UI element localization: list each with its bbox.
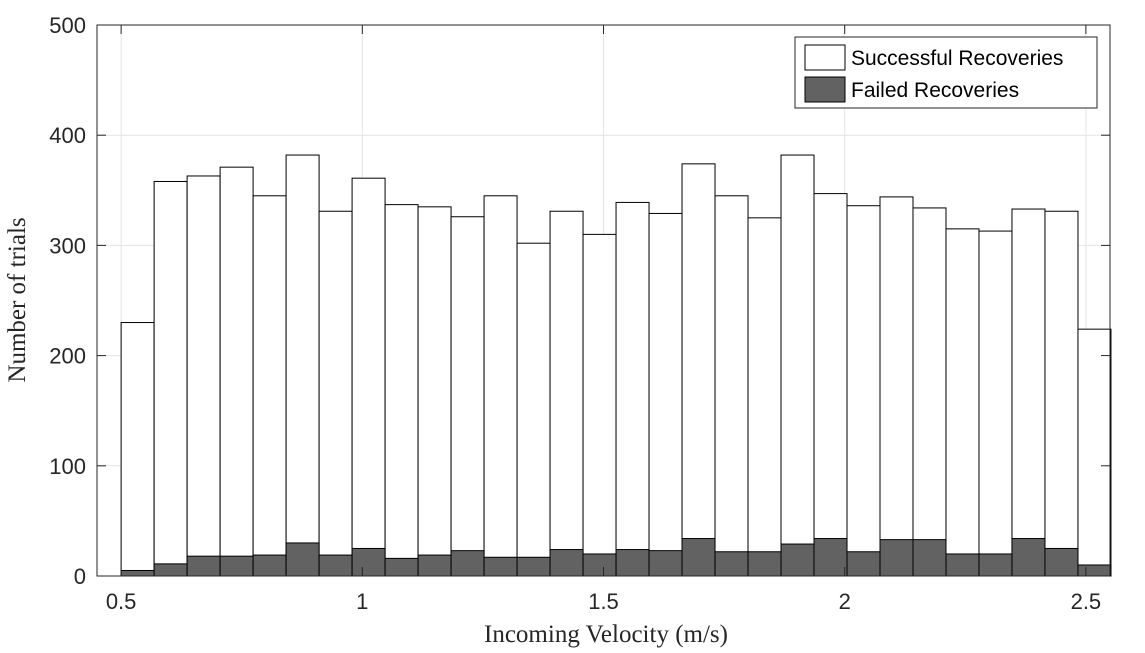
successful-bar [516, 242, 551, 577]
failed-bar [252, 554, 287, 577]
failed-bar [219, 555, 254, 577]
successful-bar [285, 154, 320, 577]
failed-bar [648, 550, 683, 577]
failed-bar [615, 549, 650, 577]
x-tick-label: 2.5 [1071, 589, 1102, 614]
successful-bar [351, 177, 386, 577]
failed-bar [978, 553, 1013, 577]
bars-group [120, 154, 1112, 577]
failed-bar [747, 551, 782, 577]
x-tick-label: 1.5 [588, 589, 619, 614]
y-tick-label: 500 [49, 13, 86, 38]
x-tick-label: 0.5 [106, 589, 137, 614]
failed-bar [912, 539, 947, 577]
y-tick-label: 200 [49, 344, 86, 369]
failed-bar [549, 549, 584, 577]
failed-bar [285, 542, 320, 577]
failed-bar [681, 538, 716, 577]
successful-bar [648, 212, 683, 577]
failed-bar [1044, 547, 1079, 577]
successful-bar [417, 206, 452, 577]
failed-bar [450, 550, 485, 577]
successful-bar [483, 195, 518, 577]
successful-bar [912, 207, 947, 577]
y-tick-label: 0 [74, 564, 86, 589]
successful-bar [615, 201, 650, 577]
failed-bar [945, 553, 980, 577]
successful-bar [153, 180, 188, 577]
legend-swatch-successful [804, 44, 846, 71]
successful-bar [780, 154, 815, 577]
y-tick-label: 400 [49, 123, 86, 148]
legend-label-successful: Successful Recoveries [851, 47, 1063, 70]
y-tick-label: 100 [49, 454, 86, 479]
successful-bar [582, 233, 617, 577]
successful-bar [978, 230, 1013, 577]
successful-bar [945, 228, 980, 577]
x-tick-label: 1 [356, 589, 368, 614]
legend-swatch-failed [804, 76, 846, 103]
successful-bar [384, 204, 419, 577]
y-axis-title: Number of trials [4, 217, 31, 382]
failed-bar [780, 543, 815, 577]
successful-bar [1077, 328, 1112, 577]
failed-bar [384, 557, 419, 577]
failed-bar [714, 551, 749, 577]
successful-bar [813, 193, 848, 577]
failed-bar [318, 554, 353, 577]
x-axis-title: Incoming Velocity (m/s) [484, 621, 728, 648]
successful-bar [1011, 208, 1046, 577]
successful-bar [252, 195, 287, 577]
x-tick-label: 2 [839, 589, 851, 614]
successful-bar [681, 163, 716, 577]
failed-bar [1011, 538, 1046, 577]
failed-bar [846, 551, 881, 577]
successful-bar [714, 195, 749, 577]
successful-bar [747, 217, 782, 577]
failed-bar [813, 538, 848, 577]
successful-bar [318, 210, 353, 577]
successful-bar [879, 196, 914, 577]
failed-bar [417, 554, 452, 577]
successful-bar [846, 205, 881, 577]
successful-bar [1044, 210, 1079, 577]
successful-bar [219, 166, 254, 577]
successful-bar [120, 322, 155, 577]
failed-bar [153, 563, 188, 577]
y-tick-label: 300 [49, 233, 86, 258]
failed-bar [582, 553, 617, 577]
successful-bar [186, 175, 221, 577]
legend: Successful Recoveries Failed Recoveries [794, 36, 1098, 109]
failed-bar [879, 539, 914, 577]
axis-ticks: 0.5 1 1.5 2 2.5 0 100 200 300 400 500 [49, 13, 1110, 614]
failed-bar [120, 569, 155, 577]
legend-label-failed: Failed Recoveries [851, 79, 1019, 102]
successful-bar [450, 216, 485, 577]
failed-bar [351, 547, 386, 577]
failed-bar [186, 555, 221, 577]
failed-bar [516, 556, 551, 577]
failed-bar [483, 556, 518, 577]
successful-bar [549, 210, 584, 577]
failed-bar [1077, 564, 1112, 577]
